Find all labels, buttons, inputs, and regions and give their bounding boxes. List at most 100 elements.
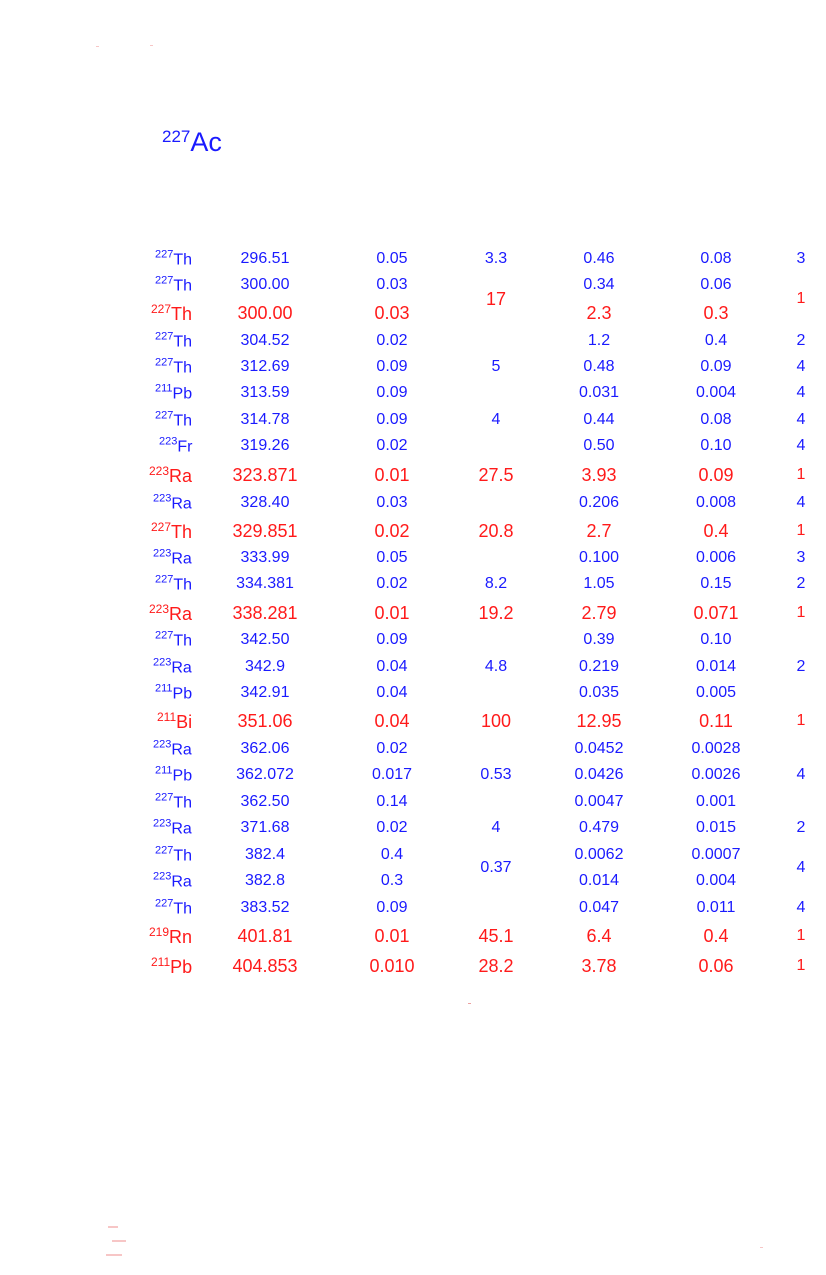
nuclide-label: 223Ra xyxy=(153,739,192,759)
relative-intensity-cell: 0.37 xyxy=(480,859,512,876)
nuclide-label: 223Fr xyxy=(159,435,192,456)
nuclide-element: Th xyxy=(173,333,193,351)
energy-cell: 371.68 xyxy=(240,819,290,836)
nuclide-mass-number: 223 xyxy=(153,817,172,830)
energy-uncertainty-cell: 0.01 xyxy=(374,603,410,623)
intensity-cell: 0.46 xyxy=(583,250,615,267)
nuclide-label: 211Pb xyxy=(155,765,192,785)
intensity-uncertainty-cell: 0.10 xyxy=(700,631,732,648)
nuclide-element: Th xyxy=(171,522,193,542)
energy-uncertainty-cell: 0.02 xyxy=(376,437,408,454)
nuclide-mass-number: 227 xyxy=(155,248,174,261)
intensity-uncertainty-cell: 0.0007 xyxy=(691,846,741,863)
nuclide-mass-number: 223 xyxy=(159,435,178,448)
intensity-uncertainty-cell: 0.004 xyxy=(695,384,737,401)
nuclide-label: 227Th xyxy=(155,248,192,269)
energy-uncertainty-cell: 0.02 xyxy=(376,332,408,349)
nuclide-mass-number: 227 xyxy=(155,330,174,343)
energy-cell: 304.52 xyxy=(240,332,290,349)
nuclide-label: 211Pb xyxy=(151,956,192,976)
energy-cell: 300.00 xyxy=(240,276,290,293)
relative-intensity-cell: 8.2 xyxy=(484,575,508,592)
nuclide-mass-number: 227 xyxy=(155,274,174,287)
nuclide-label: 223Ra xyxy=(149,603,192,623)
nuclide-element: Rn xyxy=(169,927,193,947)
intensity-uncertainty-cell: 0.001 xyxy=(695,793,737,810)
intensity-cell: 2.79 xyxy=(581,603,617,623)
energy-uncertainty-cell: 0.09 xyxy=(376,411,408,428)
nuclide-label: 223Ra xyxy=(149,465,192,485)
relative-intensity-cell: 28.2 xyxy=(478,956,514,976)
energy-uncertainty-cell: 0.05 xyxy=(376,549,408,566)
intensity-cell: 2.7 xyxy=(586,521,612,541)
intensity-cell: 0.34 xyxy=(583,276,615,293)
energy-cell: 323.871 xyxy=(232,465,298,485)
nuclide-label: 227Th xyxy=(155,574,193,594)
quality-flag-cell: 2 xyxy=(796,658,806,675)
quality-flag-cell: 1 xyxy=(796,957,806,974)
nuclide-label: 211Bi xyxy=(157,711,192,731)
quality-flag-cell: 4 xyxy=(796,899,806,916)
energy-uncertainty-cell: 0.017 xyxy=(371,766,413,783)
relative-intensity-cell: 20.8 xyxy=(478,521,514,541)
intensity-cell: 1.05 xyxy=(583,575,615,592)
nuclide-label: 227Th xyxy=(155,330,193,351)
relative-intensity-cell: 3.3 xyxy=(484,250,508,267)
energy-cell: 404.853 xyxy=(232,956,298,976)
quality-flag-cell: 2 xyxy=(796,819,806,836)
nuclide-element: Bi xyxy=(176,712,193,732)
quality-flag-cell: 1 xyxy=(796,522,806,539)
energy-uncertainty-cell: 0.09 xyxy=(376,631,408,648)
nuclide-mass-number: 227 xyxy=(151,520,172,534)
nuclide-element: Ra xyxy=(171,550,192,568)
nuclide-element: Pb xyxy=(170,957,193,977)
energy-uncertainty-cell: 0.4 xyxy=(380,846,404,863)
relative-intensity-cell: 4.8 xyxy=(484,658,508,675)
intensity-cell: 0.0452 xyxy=(574,740,624,757)
nuclide-element: Th xyxy=(173,576,193,594)
nuclide-label: 223Ra xyxy=(153,547,192,568)
energy-uncertainty-cell: 0.09 xyxy=(376,358,408,375)
page-title: 227Ac xyxy=(162,128,222,156)
energy-cell: 329.851 xyxy=(232,521,298,541)
intensity-uncertainty-cell: 0.015 xyxy=(695,819,737,836)
nuclide-mass-number: 223 xyxy=(153,492,172,505)
nuclide-label: 219Rn xyxy=(149,926,192,946)
intensity-uncertainty-cell: 0.06 xyxy=(698,956,734,976)
nuclide-label: 227Th xyxy=(155,898,192,918)
nuclide-label: 227Th xyxy=(151,303,192,323)
nuclide-label: 211Pb xyxy=(155,383,192,403)
quality-flag-cell: 1 xyxy=(796,927,806,944)
energy-cell: 319.26 xyxy=(240,437,290,454)
intensity-cell: 0.39 xyxy=(583,631,615,648)
nuclide-element: Th xyxy=(173,794,193,812)
intensity-cell: 0.035 xyxy=(578,684,620,701)
title-mass-number: 227 xyxy=(162,127,191,146)
intensity-cell: 0.100 xyxy=(578,549,620,566)
energy-uncertainty-cell: 0.03 xyxy=(376,494,408,511)
intensity-uncertainty-cell: 0.4 xyxy=(704,332,728,349)
quality-flag-cell: 4 xyxy=(796,494,806,511)
energy-uncertainty-cell: 0.04 xyxy=(376,658,408,675)
energy-cell: 362.50 xyxy=(240,793,290,810)
energy-cell: 342.91 xyxy=(240,684,290,701)
nuclide-label: 223Ra xyxy=(153,492,192,513)
energy-uncertainty-cell: 0.010 xyxy=(369,956,415,976)
intensity-cell: 0.219 xyxy=(578,658,620,675)
intensity-uncertainty-cell: 0.11 xyxy=(699,711,733,731)
energy-uncertainty-cell: 0.01 xyxy=(374,926,410,946)
nuclide-label: 227Th xyxy=(155,274,192,295)
nuclide-mass-number: 223 xyxy=(153,656,172,669)
quality-flag-cell: 3 xyxy=(796,549,806,566)
quality-flag-cell: 3 xyxy=(796,250,806,267)
intensity-uncertainty-cell: 0.08 xyxy=(700,411,732,428)
energy-uncertainty-cell: 0.01 xyxy=(374,465,410,485)
intensity-uncertainty-cell: 0.15 xyxy=(700,575,732,592)
quality-flag-cell: 2 xyxy=(796,575,806,592)
nuclide-element: Ra xyxy=(171,495,192,513)
quality-flag-cell: 4 xyxy=(796,766,806,783)
nuclide-mass-number: 223 xyxy=(153,547,172,560)
quality-flag-cell: 4 xyxy=(796,384,806,401)
energy-cell: 314.78 xyxy=(240,411,290,428)
intensity-uncertainty-cell: 0.4 xyxy=(703,926,729,946)
